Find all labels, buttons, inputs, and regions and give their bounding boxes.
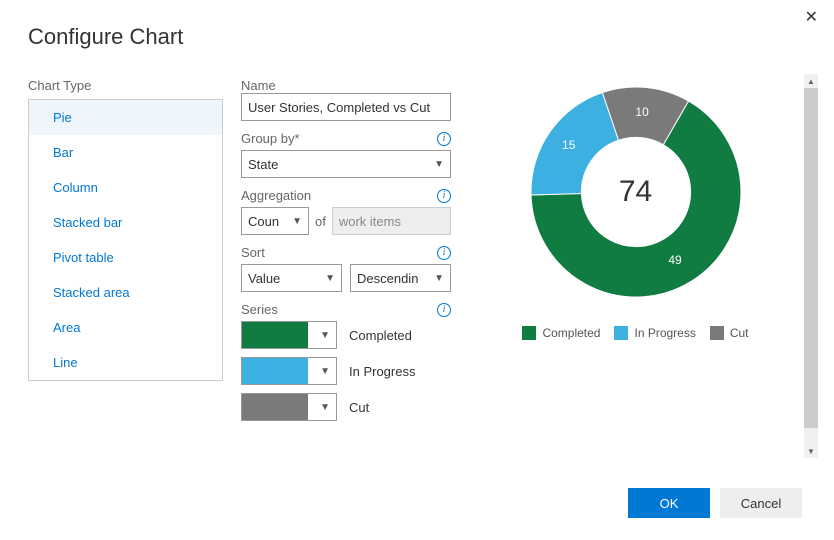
chevron-down-icon: ▼	[434, 159, 444, 170]
legend-item: Cut	[710, 326, 749, 340]
series-color-select[interactable]: ▼	[241, 357, 337, 385]
chevron-down-icon: ▼	[434, 273, 444, 284]
chart-type-item[interactable]: Bar	[29, 135, 222, 170]
info-icon[interactable]: i	[437, 132, 451, 146]
legend-item: Completed	[522, 326, 600, 340]
scroll-up-icon[interactable]: ▲	[804, 74, 818, 88]
donut-slice-label: 15	[562, 138, 575, 152]
chart-type-item[interactable]: Stacked bar	[29, 205, 222, 240]
chevron-down-icon: ▼	[320, 366, 330, 377]
legend-item: In Progress	[614, 326, 695, 340]
scrollbar[interactable]: ▲ ▼	[804, 88, 818, 444]
legend-swatch	[710, 326, 724, 340]
scroll-down-icon[interactable]: ▼	[804, 444, 818, 458]
series-label-text: Completed	[349, 328, 412, 343]
series-label-text: In Progress	[349, 364, 415, 379]
legend-label: In Progress	[634, 326, 695, 340]
series-color-select[interactable]: ▼	[241, 393, 337, 421]
info-icon[interactable]: i	[437, 189, 451, 203]
legend-swatch	[522, 326, 536, 340]
donut-slice-label: 49	[668, 253, 681, 267]
chevron-down-icon: ▼	[292, 216, 302, 227]
chevron-down-icon: ▼	[320, 402, 330, 413]
legend-label: Completed	[542, 326, 600, 340]
color-swatch	[242, 322, 308, 348]
scroll-thumb[interactable]	[804, 88, 818, 428]
donut-slice-label: 10	[635, 105, 648, 119]
series-row: ▼ Completed	[241, 321, 451, 349]
cancel-button[interactable]: Cancel	[720, 488, 802, 518]
series-color-select[interactable]: ▼	[241, 321, 337, 349]
aggregation-value: Coun	[248, 214, 279, 229]
chart-type-item[interactable]: Area	[29, 310, 222, 345]
donut-center-total: 74	[619, 175, 652, 209]
sort-label: Sort	[241, 245, 265, 260]
color-swatch	[242, 394, 308, 420]
chart-legend: Completed In Progress Cut	[522, 326, 748, 340]
group-by-label: Group by*	[241, 131, 300, 146]
chart-type-item[interactable]: Pivot table	[29, 240, 222, 275]
chart-type-item[interactable]: Column	[29, 170, 222, 205]
chart-type-label: Chart Type	[28, 78, 223, 93]
chevron-down-icon: ▼	[325, 273, 335, 284]
legend-label: Cut	[730, 326, 749, 340]
chart-type-item[interactable]: Line	[29, 345, 222, 380]
sort-field-value: Value	[248, 271, 280, 286]
series-row: ▼ Cut	[241, 393, 451, 421]
donut-chart: 74 49 15 10	[526, 82, 746, 302]
info-icon[interactable]: i	[437, 246, 451, 260]
legend-swatch	[614, 326, 628, 340]
aggregation-of: of	[315, 214, 326, 229]
info-icon[interactable]: i	[437, 303, 451, 317]
series-label: Series	[241, 302, 278, 317]
series-row: ▼ In Progress	[241, 357, 451, 385]
sort-dir-value: Descendin	[357, 271, 418, 286]
chart-type-item[interactable]: Stacked area	[29, 275, 222, 310]
series-label-text: Cut	[349, 400, 369, 415]
dialog-title: Configure Chart	[28, 24, 802, 50]
color-swatch	[242, 358, 308, 384]
group-by-value: State	[248, 157, 278, 172]
chevron-down-icon: ▼	[320, 330, 330, 341]
aggregation-select[interactable]: Coun ▼	[241, 207, 309, 235]
name-input[interactable]: User Stories, Completed vs Cut	[241, 93, 451, 121]
aggregation-unit: work items	[332, 207, 451, 235]
name-input-value: User Stories, Completed vs Cut	[248, 100, 430, 115]
name-label: Name	[241, 78, 451, 93]
close-icon[interactable]: ✕	[805, 10, 818, 26]
ok-button[interactable]: OK	[628, 488, 710, 518]
group-by-select[interactable]: State ▼	[241, 150, 451, 178]
chart-type-list: PieBarColumnStacked barPivot tableStacke…	[28, 99, 223, 381]
chart-type-item[interactable]: Pie	[29, 100, 222, 135]
sort-field-select[interactable]: Value ▼	[241, 264, 342, 292]
aggregation-label: Aggregation	[241, 188, 311, 203]
sort-dir-select[interactable]: Descendin ▼	[350, 264, 451, 292]
